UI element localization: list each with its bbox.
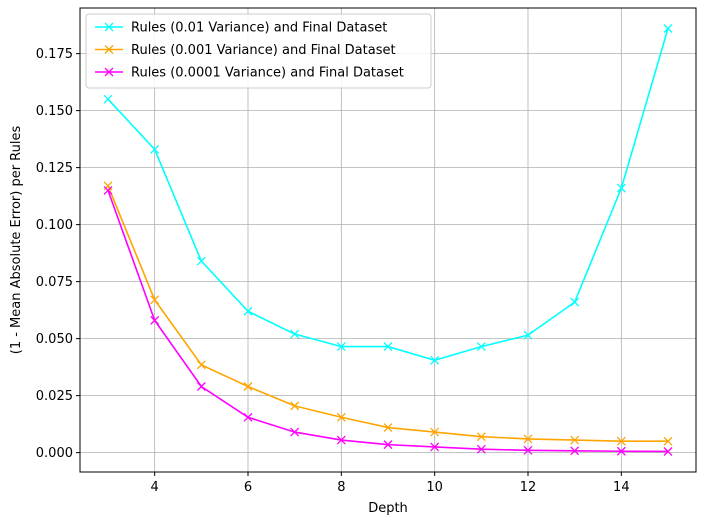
y-axis: 0.000 0.025 0.050 0.075 0.100 0.125 0.150 0.175 xyxy=(36,47,80,461)
data-point-marker xyxy=(383,440,393,450)
data-point-marker xyxy=(150,295,160,305)
x-tick-label: 12 xyxy=(520,480,537,495)
x-tick-label: 8 xyxy=(337,480,345,495)
y-tick-label: 0.075 xyxy=(36,275,73,290)
data-point-marker xyxy=(616,436,626,446)
legend-label: Rules (0.001 Variance) and Final Dataset xyxy=(131,43,396,58)
series-line xyxy=(107,185,668,443)
data-point-marker xyxy=(523,445,533,455)
data-point-marker xyxy=(243,382,253,391)
data-point-marker xyxy=(290,329,300,339)
data-point-marker xyxy=(196,360,206,370)
legend-entry: Rules (0.01 Variance) and Final Dataset xyxy=(95,21,387,36)
data-point-marker xyxy=(150,144,160,154)
legend-box xyxy=(85,13,432,89)
y-tick-label: 0.175 xyxy=(36,47,73,62)
data-point-marker xyxy=(663,24,673,33)
data-point-marker xyxy=(663,447,673,456)
data-point-marker xyxy=(616,183,626,193)
y-tick-label: 0.000 xyxy=(36,446,73,461)
data-point-marker xyxy=(336,412,346,422)
x-tick-label: 4 xyxy=(151,480,159,495)
x-tick-label: 10 xyxy=(426,480,443,495)
data-point-marker xyxy=(103,185,113,195)
data-point-marker xyxy=(290,401,300,411)
data-point-marker xyxy=(570,297,580,307)
series-layer xyxy=(103,24,673,456)
data-point-marker xyxy=(430,442,440,452)
data-point-marker xyxy=(336,435,346,445)
y-tick-label: 0.025 xyxy=(36,389,73,404)
x-tick-label: 14 xyxy=(613,480,630,495)
data-point-marker xyxy=(476,432,486,442)
data-point-marker xyxy=(150,315,160,325)
legend: Rules (0.01 Variance) and Final Dataset R… xyxy=(85,13,432,89)
data-point-marker xyxy=(523,434,533,444)
data-point-marker xyxy=(290,427,300,437)
x-tick-label: 6 xyxy=(244,480,252,495)
legend-entry: Rules (0.0001 Variance) and Final Datase… xyxy=(95,66,404,81)
series-2 xyxy=(103,181,673,446)
legend-label: Rules (0.01 Variance) and Final Dataset xyxy=(131,21,387,36)
x-axis: 4 6 8 10 12 14 xyxy=(151,472,630,495)
y-tick-label: 0.150 xyxy=(36,104,73,119)
data-point-marker xyxy=(196,382,206,391)
series-line xyxy=(107,190,669,453)
data-point-marker xyxy=(430,355,440,365)
data-point-marker xyxy=(383,342,393,352)
data-point-marker xyxy=(430,427,440,437)
data-point-marker xyxy=(103,181,113,191)
plot-frame xyxy=(79,7,697,473)
y-tick-label: 0.050 xyxy=(36,332,73,347)
data-point-marker xyxy=(336,342,346,352)
data-point-marker xyxy=(196,256,206,266)
series-3 xyxy=(103,185,673,456)
data-point-marker xyxy=(523,330,533,340)
data-point-marker xyxy=(383,423,393,432)
data-point-marker xyxy=(103,94,113,104)
data-point-marker xyxy=(570,446,580,456)
data-point-marker xyxy=(476,444,486,454)
data-point-marker xyxy=(616,446,626,456)
y-tick-label: 0.125 xyxy=(36,161,73,176)
legend-label: Rules (0.0001 Variance) and Final Datase… xyxy=(131,66,404,81)
y-axis-label: (1 - Mean Absolute Error) per Rules xyxy=(9,126,24,355)
y-tick-label: 0.100 xyxy=(36,218,73,233)
data-point-marker xyxy=(104,45,114,54)
data-point-marker xyxy=(663,436,673,446)
data-point-marker xyxy=(243,412,253,422)
data-point-marker xyxy=(476,342,486,352)
data-point-marker xyxy=(243,306,253,316)
legend-entry: Rules (0.001 Variance) and Final Dataset xyxy=(95,43,396,58)
data-point-marker xyxy=(570,435,580,445)
x-axis-label: Depth xyxy=(368,501,408,516)
data-point-marker xyxy=(104,22,114,32)
series-1 xyxy=(103,24,673,365)
data-point-marker xyxy=(104,67,114,77)
